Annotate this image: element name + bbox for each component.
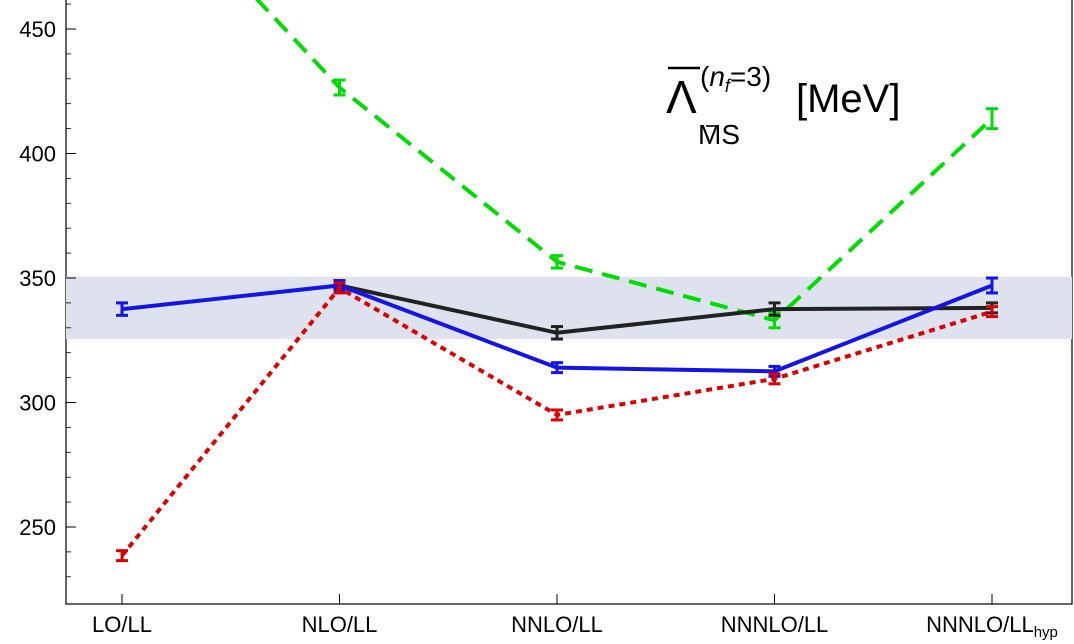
y-tick-label: 400	[19, 142, 56, 167]
lambda-annotation: Λ MS (nf=3) [MeV]	[666, 61, 900, 150]
x-tick-label: LO/LL	[92, 612, 152, 637]
superscript-rest: =3)	[730, 61, 771, 92]
y-tick-label: 300	[19, 391, 56, 416]
superscript-open: (	[700, 61, 710, 92]
error-bar	[116, 549, 128, 563]
error-bar	[986, 107, 998, 131]
error-bar	[986, 276, 998, 295]
y-tick-label: 450	[19, 17, 56, 42]
lambda-subscript: MS	[698, 119, 740, 150]
series-line-2	[339, 283, 993, 335]
superscript-var: n	[709, 61, 725, 92]
x-tick-label: NNNLO/LL	[721, 612, 829, 637]
error-bar	[551, 325, 563, 341]
y-tick-label: 350	[19, 266, 56, 291]
error-bar	[551, 254, 563, 270]
error-bar	[551, 361, 563, 375]
error-bar	[768, 372, 781, 386]
error-bar	[333, 281, 346, 295]
error-bar	[986, 305, 998, 319]
series-layer	[116, 0, 998, 563]
error-bar	[551, 408, 563, 422]
error-bar	[116, 301, 128, 317]
lambda-unit: [MeV]	[796, 77, 900, 121]
superscript-var-sub: f	[725, 76, 732, 96]
x-axis: LO/LL NLO/LL NNLO/LL NNNLO/LL NNNLO/LLhyp	[92, 594, 1058, 641]
x-tick-label: NNLO/LL	[511, 612, 603, 637]
y-tick-label: 250	[19, 515, 56, 540]
y-axis: 250 300 350 400 450	[19, 3, 76, 578]
lambda-superscript: (nf=3)	[700, 61, 771, 96]
error-bar	[768, 301, 781, 317]
x-tick-label: NNNLO/LLhyp	[926, 612, 1058, 641]
lambda-symbol: Λ	[666, 71, 697, 123]
error-bar	[333, 78, 346, 97]
x-tick-label: NLO/LL	[302, 612, 378, 637]
